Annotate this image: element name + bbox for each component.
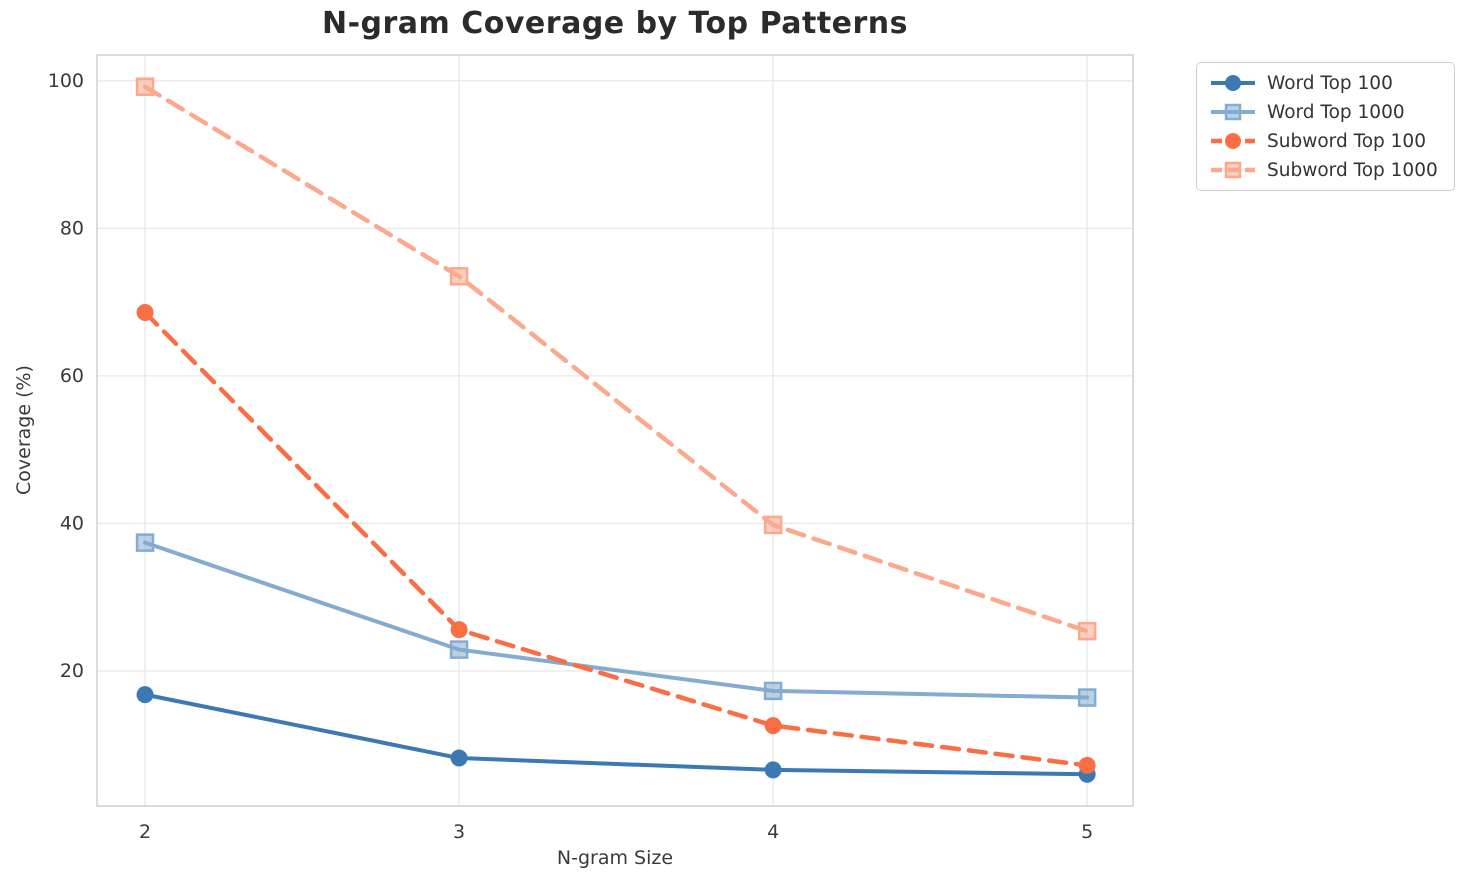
series-line-word-top-1000 bbox=[143, 540, 1090, 700]
data-point-marker bbox=[1077, 621, 1097, 641]
legend-label-subword-top-1000: Subword Top 1000 bbox=[1267, 159, 1438, 181]
legend-marker-word-top-100 bbox=[1211, 75, 1255, 91]
data-point-marker bbox=[135, 533, 155, 552]
legend-item-subword-top-100: Subword Top 100 bbox=[1209, 130, 1438, 152]
data-point-marker bbox=[449, 267, 469, 286]
legend-item-word-top-1000: Word Top 1000 bbox=[1209, 101, 1438, 123]
y-tick-label: 20 bbox=[60, 660, 84, 682]
x-tick-label: 3 bbox=[453, 821, 465, 843]
data-point-marker bbox=[450, 749, 468, 767]
plot-border bbox=[96, 54, 1134, 807]
y-tick-label: 60 bbox=[60, 365, 84, 387]
legend-label-subword-top-100: Subword Top 100 bbox=[1267, 130, 1426, 152]
series-line-subword-top-1000 bbox=[142, 84, 1090, 634]
legend-marker-subword-top-1000 bbox=[1211, 161, 1255, 179]
y-axis-label: Coverage (%) bbox=[13, 365, 35, 495]
legend-label-word-top-100: Word Top 100 bbox=[1267, 72, 1393, 94]
data-point-marker bbox=[136, 303, 154, 321]
legend-marker-subword-top-100 bbox=[1211, 133, 1255, 149]
data-point-marker bbox=[1077, 688, 1097, 707]
x-tick-label: 4 bbox=[767, 821, 779, 843]
x-axis-label: N-gram Size bbox=[556, 847, 674, 869]
legend: Word Top 100 Word Top 1000 Subword Top 100… bbox=[1196, 62, 1455, 191]
data-point-marker bbox=[763, 681, 783, 701]
data-point-marker bbox=[450, 621, 468, 639]
data-point-marker bbox=[136, 686, 154, 704]
data-point-marker bbox=[764, 717, 782, 735]
chart-title: N-gram Coverage by Top Patterns bbox=[321, 6, 909, 41]
y-tick-label: 40 bbox=[60, 512, 84, 534]
x-tick-label: 2 bbox=[139, 821, 151, 843]
series-line-subword-top-100 bbox=[142, 310, 1090, 768]
data-point-marker bbox=[763, 515, 783, 535]
legend-item-subword-top-1000: Subword Top 1000 bbox=[1209, 159, 1438, 181]
x-tick-label: 5 bbox=[1081, 821, 1093, 843]
y-tick-label: 100 bbox=[48, 70, 84, 92]
legend-label-word-top-1000: Word Top 1000 bbox=[1267, 101, 1405, 123]
data-point-marker bbox=[449, 640, 469, 659]
data-point-marker bbox=[764, 761, 782, 779]
legend-item-word-top-100: Word Top 100 bbox=[1209, 72, 1438, 94]
data-point-marker bbox=[1078, 756, 1096, 774]
series-line-word-top-100 bbox=[143, 692, 1090, 777]
data-point-marker bbox=[135, 77, 155, 96]
y-tick-label: 80 bbox=[60, 217, 84, 239]
legend-marker-word-top-1000 bbox=[1211, 103, 1255, 121]
